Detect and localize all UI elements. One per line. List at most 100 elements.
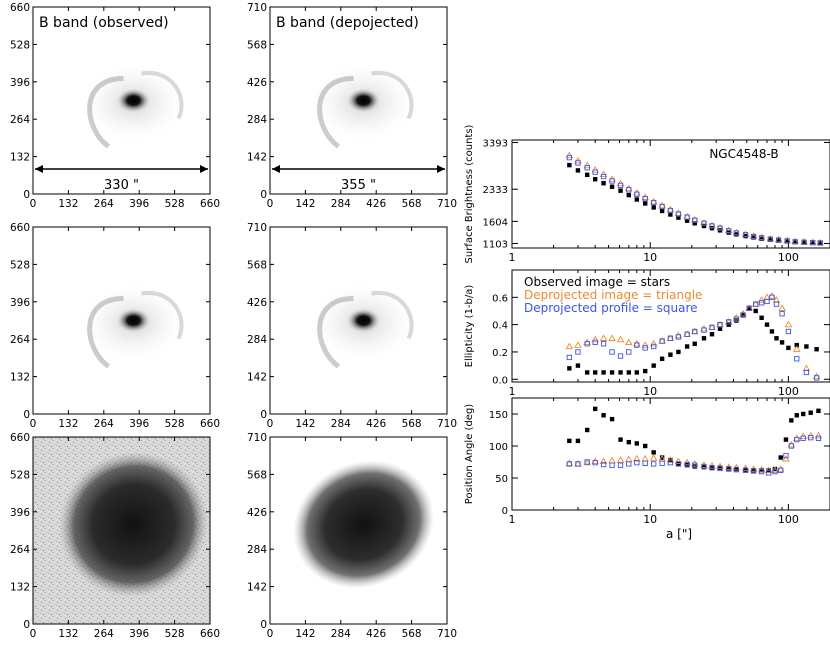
square-marker xyxy=(817,240,823,246)
x-tick-label: 0 xyxy=(267,418,274,430)
series-square xyxy=(566,154,823,246)
star-marker xyxy=(759,315,764,321)
galaxy-stretched xyxy=(293,460,434,589)
triangle-marker xyxy=(649,197,658,205)
star-marker xyxy=(601,181,606,186)
series-square xyxy=(566,435,822,476)
y-tick-label: 0.0 xyxy=(492,375,508,386)
y-tick-label: 396 xyxy=(10,297,30,309)
square-marker xyxy=(801,239,807,245)
square-marker xyxy=(575,349,581,355)
square-marker xyxy=(684,461,690,468)
y-tick-label: 0 xyxy=(23,189,30,201)
square-marker xyxy=(667,459,674,466)
star-marker xyxy=(634,197,640,202)
x-tick-label: 660 xyxy=(200,418,220,430)
star-marker xyxy=(774,336,779,341)
scale-label: 330 " xyxy=(104,178,139,193)
y-tick-label: 710 xyxy=(247,222,267,234)
panel-dep-row2: 00 142 142 284 284 426 426 568 568 710 710 xyxy=(247,222,457,430)
star-marker xyxy=(684,344,690,349)
star-marker xyxy=(668,212,673,217)
triangle-marker xyxy=(674,457,683,465)
plot-frame-sb xyxy=(511,139,830,249)
square-marker xyxy=(783,452,789,459)
star-marker xyxy=(593,177,598,182)
triangle-marker xyxy=(591,335,599,343)
x-tick-label: 142 xyxy=(295,418,315,430)
galaxy-core xyxy=(115,307,152,334)
star-marker xyxy=(668,352,673,357)
square-marker xyxy=(766,470,772,476)
x-tick-label: 100 xyxy=(778,513,799,526)
square-marker xyxy=(675,461,682,467)
star-marker xyxy=(759,468,764,473)
star-marker xyxy=(801,411,806,417)
triangle-marker xyxy=(565,459,574,466)
x-tick-label: 0 xyxy=(267,628,274,640)
legend-entry-2: Deprojected image = triangle xyxy=(524,288,702,302)
square-marker xyxy=(773,301,780,307)
star-marker xyxy=(726,322,731,327)
y-tick-label: 396 xyxy=(10,77,30,89)
square-marker xyxy=(684,331,690,337)
star-marker xyxy=(659,208,665,214)
x-tick-label: 1 xyxy=(509,513,516,526)
star-marker xyxy=(567,438,572,444)
square-marker xyxy=(742,232,749,238)
y-tick-label: 1604 xyxy=(483,217,508,228)
y-tick-label: 284 xyxy=(247,114,267,126)
y-tick-label: 0.6 xyxy=(492,293,508,304)
panel-dep-row3: 00 142 142 284 284 426 426 568 568 710 710 xyxy=(247,432,457,640)
square-marker xyxy=(575,461,581,467)
square-marker xyxy=(808,435,814,441)
square-marker xyxy=(740,312,746,318)
square-marker xyxy=(733,467,739,473)
triangle-marker xyxy=(658,201,666,209)
x-tick-label: 0 xyxy=(267,198,274,210)
x-tick-label: 132 xyxy=(58,628,78,640)
star-marker xyxy=(818,240,823,246)
square-marker xyxy=(617,182,624,189)
triangle-marker xyxy=(700,461,708,468)
y-tick-label: 264 xyxy=(10,334,30,346)
square-marker xyxy=(667,335,674,341)
square-marker xyxy=(642,345,648,351)
triangle-marker xyxy=(591,457,599,465)
panel-frame xyxy=(269,436,448,625)
triangle-marker xyxy=(599,334,608,341)
square-marker xyxy=(764,298,770,305)
square-marker xyxy=(626,349,632,355)
star-marker xyxy=(651,363,656,368)
galaxy-stretched xyxy=(59,451,208,598)
square-marker xyxy=(659,460,665,466)
y-tick-label: 426 xyxy=(247,297,267,309)
square-marker xyxy=(784,238,790,244)
panel-frame xyxy=(32,436,211,625)
star-marker xyxy=(743,467,748,472)
galaxy-core xyxy=(345,87,382,114)
square-marker xyxy=(609,178,615,184)
star-marker xyxy=(618,370,623,375)
star-marker xyxy=(626,370,631,375)
y-tick-label: 0 xyxy=(23,619,30,631)
star-marker xyxy=(746,306,752,311)
square-marker xyxy=(742,467,749,473)
star-marker xyxy=(717,465,723,470)
star-marker xyxy=(789,418,794,423)
square-marker xyxy=(675,211,682,217)
triangle-marker xyxy=(641,341,649,348)
panel-obs-row2: 00 132 132 264 264 396 396 528 528 660 660 xyxy=(10,222,220,430)
y-tick-label: 132 xyxy=(10,152,30,164)
star-marker xyxy=(751,468,756,473)
square-marker xyxy=(675,334,682,340)
square-marker xyxy=(726,228,732,234)
square-marker xyxy=(753,301,759,307)
star-marker xyxy=(759,236,764,241)
y-tick-label: 2333 xyxy=(483,185,508,196)
y-tick-label: 396 xyxy=(10,507,30,519)
square-marker xyxy=(733,316,739,322)
square-marker xyxy=(584,341,590,347)
triangle-marker xyxy=(649,339,658,347)
